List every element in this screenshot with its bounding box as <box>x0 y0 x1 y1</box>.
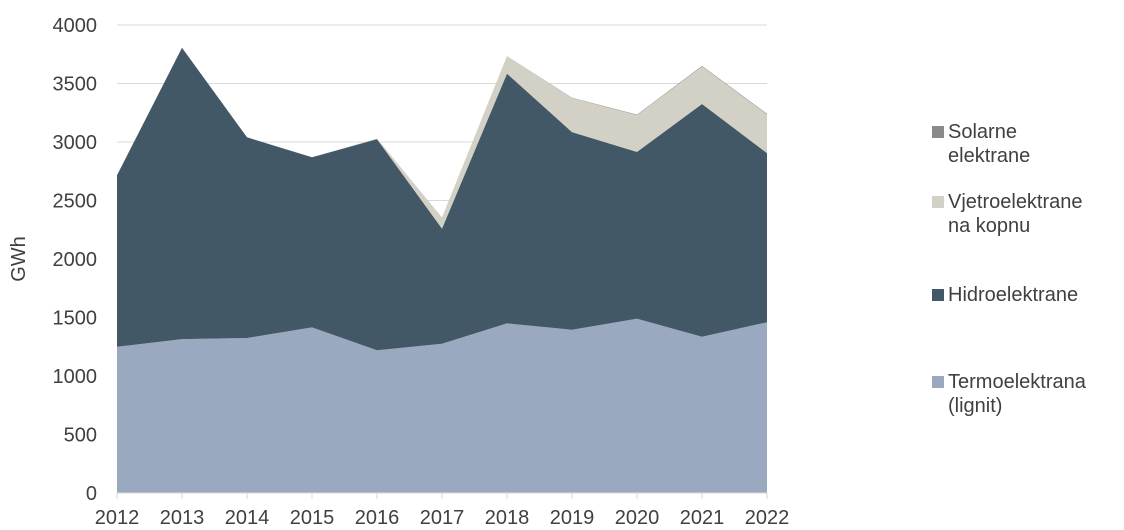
x-tick-label: 2022 <box>745 507 790 529</box>
y-tick-label: 500 <box>64 425 97 447</box>
y-tick-label: 2000 <box>53 249 98 271</box>
x-tick-label: 2021 <box>680 507 725 529</box>
legend-item: Vjetroelektrane na kopnu <box>932 190 1122 238</box>
legend-swatch <box>932 376 944 388</box>
y-tick-label: 4000 <box>53 15 98 37</box>
y-tick-labels: 0 500 1000 1500 2000 2500 3000 3500 4000 <box>53 15 98 505</box>
legend-swatch <box>932 126 944 138</box>
y-axis-title: GWh <box>8 236 30 282</box>
series-area-2 <box>117 47 767 229</box>
axes <box>116 492 768 499</box>
x-tick-label: 2016 <box>355 507 400 529</box>
y-tick-label: 3500 <box>53 74 98 96</box>
legend-label: Vjetroelektrane na kopnu <box>948 191 1083 237</box>
legend-swatch <box>932 289 944 301</box>
area-series <box>117 47 767 493</box>
legend-item: Solarne elektrane <box>932 120 1122 168</box>
legend-item: Termoelektrana (lignit) <box>932 370 1122 418</box>
legend-label: Solarne elektrane <box>948 121 1031 167</box>
legend-item: Hidroelektrane <box>932 283 1122 307</box>
legend-label: Termoelektrana (lignit) <box>948 371 1086 417</box>
y-tick-label: 1000 <box>53 366 98 388</box>
x-tick-labels: 2012 2013 2014 2015 2016 2017 2018 2019 2020 2021… <box>95 507 790 529</box>
y-tick-label: 2500 <box>53 191 98 213</box>
y-tick-label: 1500 <box>53 308 98 330</box>
y-tick-label: 3000 <box>53 132 98 154</box>
series-area-0 <box>117 318 767 493</box>
x-tick-label: 2015 <box>290 507 335 529</box>
x-tick-label: 2018 <box>485 507 530 529</box>
y-tick-label: 0 <box>86 483 97 505</box>
x-tick-label: 2017 <box>420 507 465 529</box>
x-tick-label: 2013 <box>160 507 205 529</box>
legend-swatch <box>932 196 944 208</box>
x-tick-label: 2020 <box>615 507 660 529</box>
x-tick-label: 2014 <box>225 507 270 529</box>
x-tick-label: 2012 <box>95 507 140 529</box>
x-tick-label: 2019 <box>550 507 595 529</box>
legend-label: Hidroelektrane <box>948 284 1079 306</box>
series-area-1 <box>117 47 767 351</box>
